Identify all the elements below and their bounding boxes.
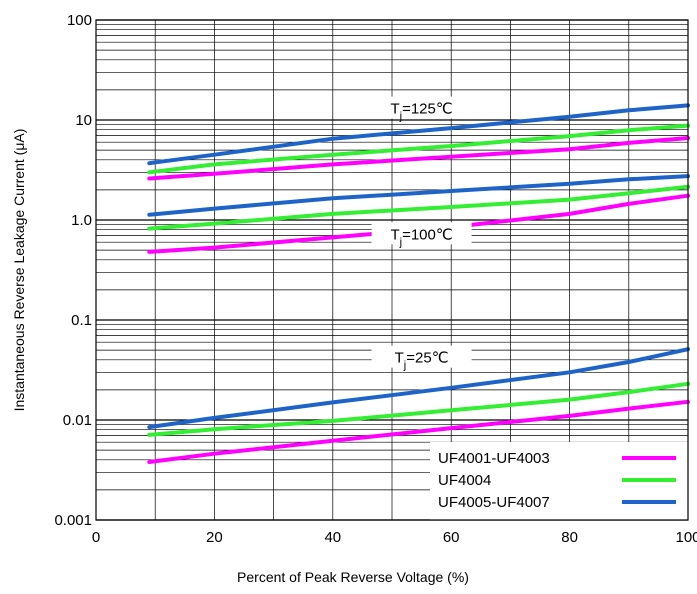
annotation-label: Tj=25℃ <box>395 350 449 372</box>
legend-label: UF4005-UF4007 <box>438 494 550 511</box>
y-tick-labels: 0.001 0.01 0.1 1.0 10 100 <box>54 12 92 529</box>
annotation-box <box>371 222 472 245</box>
series-line <box>147 184 690 231</box>
series-lines <box>147 103 690 464</box>
series-line <box>147 123 690 175</box>
series-line <box>147 347 690 430</box>
legend: UF4001-UF4003 UF4004 UF4005-UF4007 <box>430 442 688 520</box>
series-line <box>147 399 690 464</box>
legend-label: UF4001-UF4003 <box>438 450 550 467</box>
y-tick-label: 100 <box>67 12 92 29</box>
legend-label: UF4004 <box>438 472 491 489</box>
series-line <box>147 174 690 217</box>
x-tick-labels: 0 20 40 60 80 100 <box>92 529 697 546</box>
x-tick-label: 80 <box>561 529 578 546</box>
x-axis-title: Percent of Peak Reverse Voltage (%) <box>237 569 469 585</box>
series-line <box>147 136 690 181</box>
y-tick-label: 0.01 <box>63 412 92 429</box>
y-tick-label: 0.001 <box>54 512 92 529</box>
series-line <box>147 381 690 437</box>
x-tick-label: 20 <box>206 529 223 546</box>
x-tick-label: 60 <box>443 529 460 546</box>
x-tick-label: 100 <box>675 529 697 546</box>
y-tick-label: 0.1 <box>71 312 92 329</box>
annotation-box <box>371 345 472 368</box>
temperature-annotations: Tj=125℃ Tj=100℃ Tj=25℃ <box>371 96 472 372</box>
x-tick-label: 40 <box>324 529 341 546</box>
y-tick-label: 10 <box>75 112 92 129</box>
y-axis-title: Instantaneous Reverse Leakage Current (μ… <box>11 129 27 412</box>
y-tick-label: 1.0 <box>71 212 92 229</box>
plot-frame <box>95 19 689 521</box>
series-line <box>147 103 690 166</box>
x-tick-label: 0 <box>92 529 100 546</box>
annotation-box <box>371 96 472 119</box>
annotation-label: Tj=100℃ <box>390 226 452 248</box>
annotation-label: Tj=125℃ <box>390 101 452 123</box>
